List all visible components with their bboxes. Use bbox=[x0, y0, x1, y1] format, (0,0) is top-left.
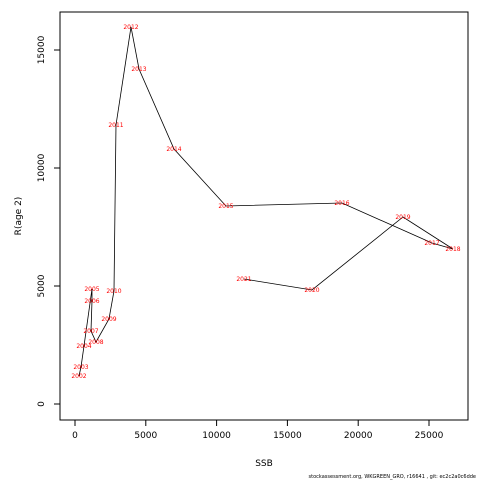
point-label: 2021 bbox=[236, 276, 251, 283]
x-tick-label: 0 bbox=[72, 431, 78, 441]
x-tick-label: 15000 bbox=[273, 431, 302, 441]
x-tick-label: 10000 bbox=[202, 431, 231, 441]
point-label: 2018 bbox=[445, 246, 460, 253]
y-axis-label: R(age 2) bbox=[14, 197, 24, 236]
point-label: 2004 bbox=[76, 343, 91, 350]
plot-box bbox=[59, 11, 469, 421]
point-label: 2015 bbox=[218, 203, 233, 210]
point-label: 2007 bbox=[83, 328, 98, 335]
point-label: 2012 bbox=[123, 24, 138, 31]
point-label: 2011 bbox=[108, 122, 123, 129]
point-label: 2014 bbox=[166, 146, 181, 153]
point-label: 2003 bbox=[73, 364, 88, 371]
point-label: 2010 bbox=[106, 288, 121, 295]
point-label: 2006 bbox=[84, 298, 99, 305]
y-tick-label: 15000 bbox=[37, 35, 47, 64]
point-label: 2005 bbox=[84, 286, 99, 293]
y-tick-label: 10000 bbox=[37, 153, 47, 182]
x-axis-label: SSB bbox=[255, 459, 273, 469]
point-label: 2013 bbox=[131, 66, 146, 73]
point-label: 2002 bbox=[71, 373, 86, 380]
x-tick-label: 5000 bbox=[134, 431, 157, 441]
x-tick-label: 20000 bbox=[344, 431, 373, 441]
y-tick-label: 5000 bbox=[37, 274, 47, 297]
point-label: 2016 bbox=[334, 200, 349, 207]
point-label: 2019 bbox=[395, 214, 410, 221]
y-tick-label: 0 bbox=[37, 401, 47, 407]
point-label: 2020 bbox=[304, 287, 319, 294]
point-label: 2008 bbox=[88, 339, 103, 346]
footer: stockassessment.org, WKGREEN_GRO, r16641… bbox=[309, 474, 476, 480]
trajectory-line bbox=[78, 26, 454, 377]
point-label: 2009 bbox=[101, 316, 116, 323]
x-tick-label: 25000 bbox=[415, 431, 444, 441]
point-label: 2017 bbox=[424, 240, 439, 247]
